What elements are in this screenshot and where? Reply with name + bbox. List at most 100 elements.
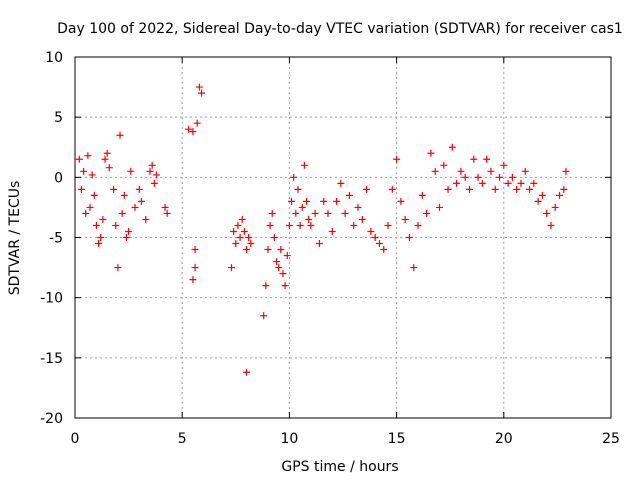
data-point bbox=[260, 312, 268, 320]
x-tick-label: 20 bbox=[495, 431, 513, 447]
data-point bbox=[483, 155, 491, 163]
data-point bbox=[371, 234, 379, 241]
data-point bbox=[465, 185, 473, 193]
data-point bbox=[191, 246, 199, 254]
data-point bbox=[125, 227, 133, 235]
data-point bbox=[448, 143, 456, 151]
data-point bbox=[298, 203, 306, 211]
x-tick-label: 5 bbox=[178, 431, 187, 447]
data-point bbox=[440, 161, 448, 169]
data-point bbox=[275, 264, 283, 272]
data-point bbox=[384, 221, 392, 229]
data-point bbox=[337, 179, 345, 187]
data-point bbox=[367, 227, 375, 235]
data-point bbox=[333, 197, 341, 205]
data-point bbox=[118, 209, 126, 217]
data-point bbox=[547, 221, 555, 229]
data-point bbox=[341, 209, 349, 217]
data-point bbox=[358, 215, 366, 223]
data-point bbox=[303, 197, 311, 205]
data-point bbox=[543, 209, 551, 217]
data-point bbox=[273, 258, 281, 266]
data-point bbox=[131, 203, 139, 211]
data-point bbox=[264, 246, 272, 254]
data-point bbox=[423, 209, 431, 217]
data-point bbox=[538, 191, 546, 199]
data-point bbox=[288, 197, 296, 205]
data-point bbox=[363, 185, 371, 193]
data-point bbox=[103, 149, 111, 157]
data-point bbox=[487, 167, 495, 175]
data-point bbox=[114, 264, 122, 272]
data-point bbox=[148, 161, 156, 169]
axis-ticks: 0 5 10 15 20 25 -20 -15 -10 -5 0 5 10 bbox=[40, 50, 620, 447]
data-point bbox=[292, 209, 300, 217]
data-point bbox=[354, 203, 362, 211]
data-point bbox=[474, 173, 482, 181]
data-point bbox=[137, 197, 145, 205]
data-point bbox=[191, 264, 199, 272]
data-point bbox=[230, 227, 238, 235]
data-point bbox=[551, 203, 559, 211]
x-tick-label: 0 bbox=[71, 431, 80, 447]
data-point bbox=[534, 197, 542, 205]
data-point bbox=[324, 209, 332, 217]
data-point bbox=[470, 155, 478, 163]
data-point bbox=[279, 270, 287, 278]
data-point bbox=[281, 282, 289, 290]
data-point bbox=[560, 185, 568, 193]
data-point bbox=[150, 179, 158, 187]
data-point bbox=[262, 282, 270, 290]
data-point bbox=[193, 119, 201, 127]
data-point bbox=[508, 173, 516, 181]
x-tick-label: 10 bbox=[280, 431, 298, 447]
data-point bbox=[189, 128, 197, 136]
data-point bbox=[105, 164, 113, 172]
data-point bbox=[410, 264, 418, 272]
y-tick-label: -15 bbox=[40, 351, 63, 367]
data-point bbox=[427, 149, 435, 157]
data-point bbox=[122, 234, 130, 241]
data-point bbox=[270, 234, 278, 241]
data-point bbox=[500, 161, 508, 169]
y-tick-label: 10 bbox=[45, 50, 63, 66]
data-point bbox=[290, 173, 298, 181]
data-point bbox=[380, 246, 388, 254]
data-point bbox=[247, 240, 255, 248]
data-point bbox=[88, 171, 96, 179]
data-point bbox=[277, 246, 285, 254]
x-axis-title: GPS time / hours bbox=[281, 459, 398, 475]
data-point bbox=[234, 221, 242, 229]
data-point bbox=[496, 173, 504, 181]
data-point bbox=[90, 191, 98, 199]
data-point bbox=[75, 155, 83, 163]
data-point bbox=[86, 203, 94, 211]
data-point bbox=[305, 215, 313, 223]
data-point bbox=[266, 221, 274, 229]
data-point bbox=[457, 167, 465, 175]
data-point bbox=[95, 240, 103, 248]
data-point bbox=[161, 203, 169, 211]
data-point bbox=[189, 276, 197, 284]
data-point bbox=[285, 221, 293, 229]
data-point bbox=[240, 227, 248, 235]
data-point bbox=[110, 185, 118, 193]
data-point bbox=[243, 368, 251, 376]
data-point bbox=[142, 215, 150, 223]
data-point bbox=[375, 240, 383, 248]
chart-title: Day 100 of 2022, Sidereal Day-to-day VTE… bbox=[57, 21, 623, 37]
y-tick-label: 0 bbox=[54, 170, 63, 186]
data-point bbox=[418, 191, 426, 199]
data-point bbox=[163, 209, 171, 217]
data-point bbox=[478, 179, 486, 187]
data-point bbox=[112, 221, 120, 229]
data-point bbox=[92, 221, 100, 229]
y-tick-label: -10 bbox=[40, 291, 63, 307]
data-point bbox=[453, 179, 461, 187]
y-tick-label: -5 bbox=[49, 231, 63, 247]
data-point bbox=[491, 185, 499, 193]
data-point bbox=[238, 215, 246, 223]
data-point bbox=[405, 234, 413, 241]
data-point bbox=[97, 234, 105, 241]
